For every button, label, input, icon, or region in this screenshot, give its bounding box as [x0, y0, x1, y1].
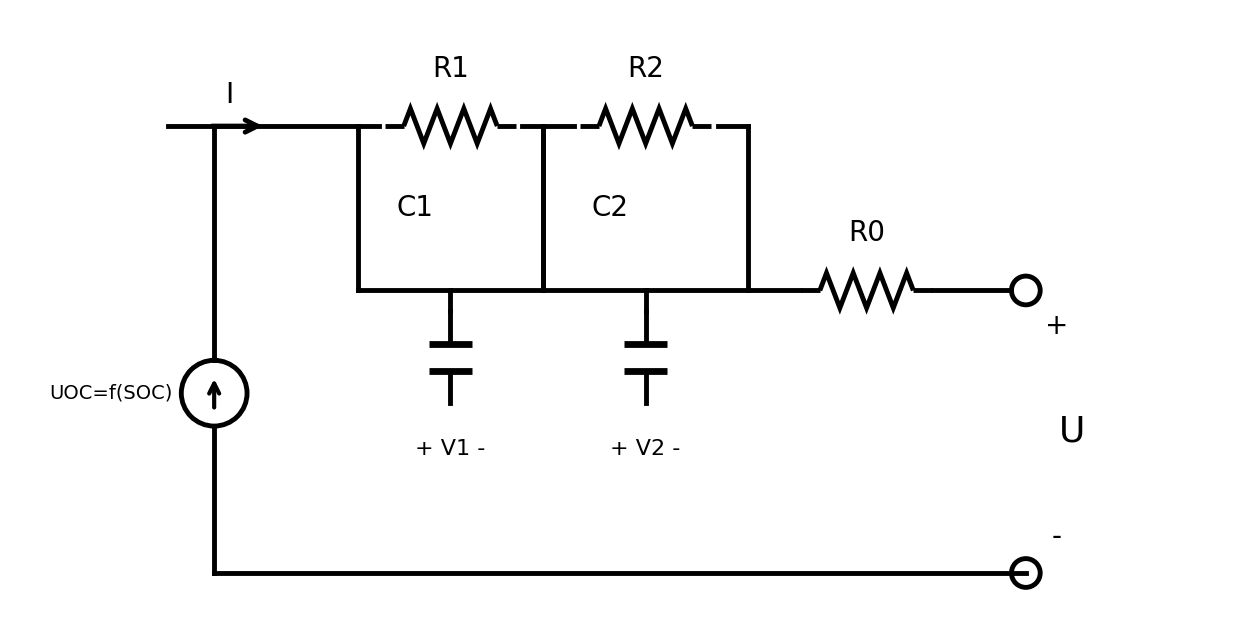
- Text: + V1 -: + V1 -: [415, 439, 486, 460]
- Text: + V2 -: + V2 -: [610, 439, 681, 460]
- Text: UOC=f(SOC): UOC=f(SOC): [50, 384, 174, 402]
- Text: R2: R2: [627, 55, 665, 83]
- Text: U: U: [1059, 415, 1085, 448]
- Text: -: -: [1052, 523, 1061, 551]
- Text: C1: C1: [396, 194, 433, 222]
- Text: I: I: [226, 81, 233, 109]
- Text: R0: R0: [848, 220, 885, 248]
- Text: R1: R1: [432, 55, 469, 83]
- Text: +: +: [1045, 312, 1069, 340]
- Text: C2: C2: [591, 194, 629, 222]
